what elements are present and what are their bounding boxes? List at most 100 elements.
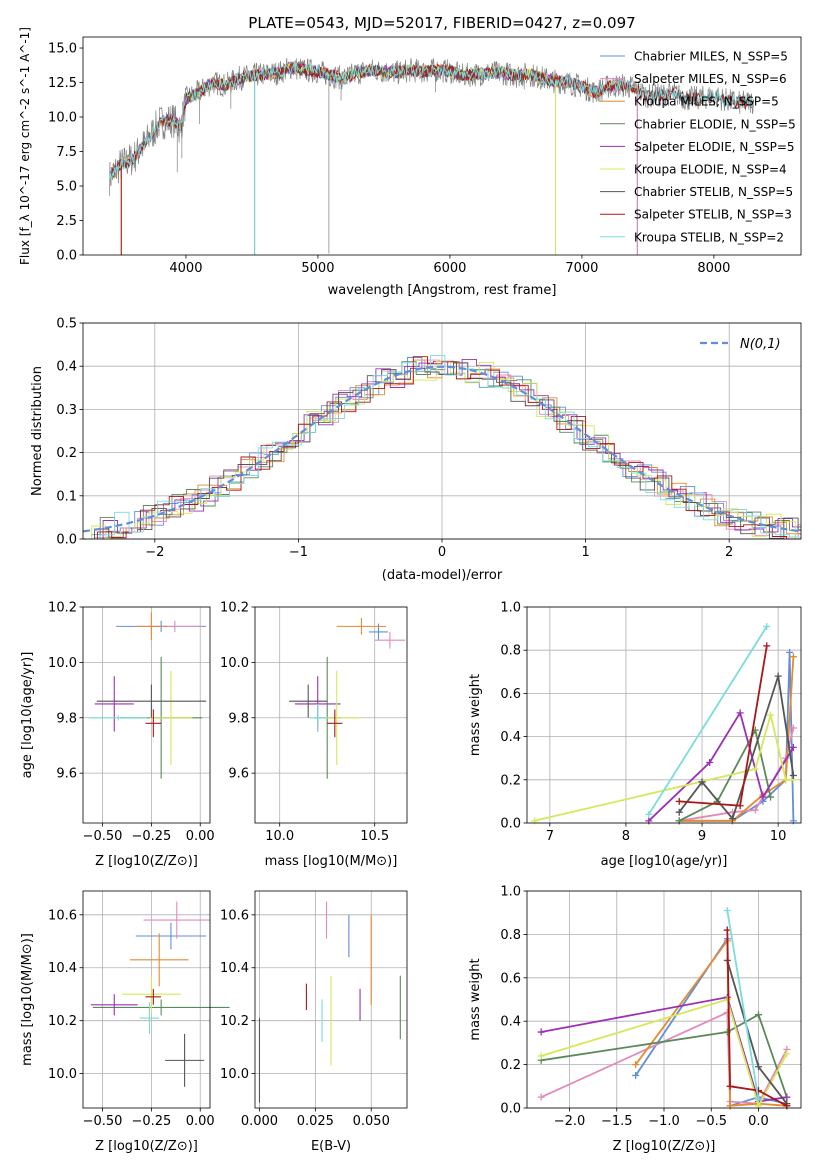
weight-marker xyxy=(754,1063,762,1071)
x-axis-label: Z [log10(Z/Z⊙)] xyxy=(95,1139,198,1154)
x-tick-label: 0.025 xyxy=(297,1114,334,1129)
x-tick-label: −0.50 xyxy=(83,1114,123,1129)
y-tick-label: 10.2 xyxy=(220,601,249,616)
legend-label: Kroupa STELIB, N_SSP=2 xyxy=(634,230,784,244)
y-tick-label: 0.4 xyxy=(500,1015,521,1030)
weight-marker xyxy=(675,808,683,816)
y-tick-label: 10.6 xyxy=(48,908,77,923)
age_vs_mass-plot-area xyxy=(255,607,407,823)
weight-marker xyxy=(729,815,736,823)
y-tick-label: 10.0 xyxy=(48,1067,77,1082)
weight-marker xyxy=(751,806,759,814)
weight_vs_Z-panel: −2.0 −1.5 −1.0 −0.5 0.0 0.0 0.2 0.4 0.6 0.8 1.0 xyxy=(500,885,802,1129)
mass_vs_Z-plot-area xyxy=(83,891,210,1108)
age_vs_mass-panel: 10.0 10.5 9.6 9.8 10.0 10.2 xyxy=(220,601,408,844)
weight-marker xyxy=(632,1071,640,1079)
y-tick-label: 10.2 xyxy=(48,601,77,616)
age_vs_mass-axes: 10.0 10.5 9.6 9.8 10.0 10.2 xyxy=(220,601,408,844)
y-tick-label: 0.0 xyxy=(56,249,77,264)
y-axis-label: Normed distribution xyxy=(30,366,45,496)
weight-line xyxy=(726,910,760,1100)
legend-label: Chabrier ELODIE, N_SSP=5 xyxy=(634,117,796,131)
x-tick-label: 10 xyxy=(770,829,787,844)
age_vs_Z-data xyxy=(88,612,207,779)
x-tick-label: −0.25 xyxy=(131,829,171,844)
weight-marker xyxy=(723,907,731,915)
mass_vs_Z-panel: −0.50 −0.25 0.00 10.0 10.2 10.4 10.6 xyxy=(48,890,230,1129)
weight-line xyxy=(726,930,788,1107)
normal-reference-curve xyxy=(82,365,802,533)
x-tick-label: −1.0 xyxy=(648,1114,680,1129)
y-tick-label: 0.0 xyxy=(500,1102,521,1117)
histogram-legend: N(0,1) xyxy=(700,337,781,352)
y-tick-label: 5.0 xyxy=(56,180,77,195)
y-tick-label: 0.0 xyxy=(56,533,77,548)
x-axis-label: (data-model)/error xyxy=(382,568,503,583)
y-tick-label: 0.6 xyxy=(500,687,521,702)
age_vs_mass-frame xyxy=(254,606,408,824)
mass_vs_Z-frame xyxy=(82,890,211,1109)
y-tick-label: 15.0 xyxy=(48,42,77,57)
weight-marker xyxy=(706,759,714,767)
x-tick-label: 7 xyxy=(546,829,554,844)
weight-marker xyxy=(782,776,790,784)
weight_vs_age-panel: 7 8 9 10 0.0 0.2 0.4 0.6 0.8 1.0 xyxy=(500,601,802,844)
y-tick-label: 0.5 xyxy=(56,317,77,332)
y-tick-label: 0.3 xyxy=(56,403,77,418)
x-tick-label: −1 xyxy=(289,545,308,560)
y-tick-label: 0.8 xyxy=(500,928,521,943)
x-axis-label: E(B-V) xyxy=(311,1139,351,1154)
y-axis-label: mass weight xyxy=(468,958,483,1040)
y-axis-label: age [log10(age/yr)] xyxy=(20,652,35,779)
x-tick-label: −2 xyxy=(145,545,164,560)
x-tick-label: 2 xyxy=(725,545,733,560)
y-tick-label: 10.2 xyxy=(48,1014,77,1029)
weight_vs_age-frame xyxy=(526,606,802,824)
legend-label: N(0,1) xyxy=(740,337,781,352)
legend-label: Salpeter STELIB, N_SSP=3 xyxy=(634,208,792,222)
x-tick-label: 0.00 xyxy=(186,1114,215,1129)
weight-marker xyxy=(789,653,797,661)
y-tick-label: 10.4 xyxy=(220,961,249,976)
spectrum-data xyxy=(108,57,754,255)
y-tick-label: 0.1 xyxy=(56,489,77,504)
weight-marker xyxy=(763,622,771,630)
y-tick-label: 12.5 xyxy=(48,76,77,91)
weight-marker xyxy=(767,711,775,719)
y-tick-label: 10.0 xyxy=(220,656,249,671)
y-tick-label: 9.8 xyxy=(228,711,249,726)
x-tick-label: 5000 xyxy=(301,261,334,276)
weight_vs_age-axes: 7 8 9 10 0.0 0.2 0.4 0.6 0.8 1.0 xyxy=(500,601,802,844)
y-tick-label: 0.4 xyxy=(500,730,521,745)
weight-marker xyxy=(537,1093,545,1101)
weight-marker xyxy=(783,1093,791,1101)
y-tick-label: 0.4 xyxy=(56,360,77,375)
x-axis-label: age [log10(age/yr)] xyxy=(601,854,728,869)
spectrum-plot-area xyxy=(83,37,801,255)
weight-marker xyxy=(789,771,797,779)
weight-marker xyxy=(736,802,744,810)
x-tick-label: −0.5 xyxy=(695,1114,727,1129)
weight-line xyxy=(678,727,772,822)
y-axis-label: Flux [f_λ 10^-17 erg cm^-2 s^-1 A^-1] xyxy=(18,27,32,265)
x-tick-label: 0.050 xyxy=(353,1114,390,1129)
weight_vs_Z-frame xyxy=(526,890,802,1109)
y-tick-label: 9.6 xyxy=(56,767,77,782)
weight-marker xyxy=(726,1082,734,1090)
spectrum-panel: 4000 5000 6000 7000 8000 0.0 2.5 5.0 7.5 10.0 12.5… xyxy=(48,36,802,276)
x-tick-label: 8 xyxy=(622,829,630,844)
legend-label: Salpeter MILES, N_SSP=6 xyxy=(634,72,787,86)
age_vs_Z-panel: −0.50 −0.25 0.00 9.6 9.8 10.0 10.2 xyxy=(48,601,215,845)
weight-marker xyxy=(789,743,797,751)
weight-marker xyxy=(774,672,782,680)
x-tick-label: 4000 xyxy=(169,261,202,276)
y-tick-label: 0.2 xyxy=(56,446,77,461)
histogram-step xyxy=(88,358,801,540)
spectrum-legend: Chabrier MILES, N_SSP=5 Salpeter MILES, N… xyxy=(600,50,796,244)
y-axis-label: mass [log10(M/M⊙)] xyxy=(20,933,35,1066)
age_vs_Z-plot-area xyxy=(83,607,210,823)
legend-label: Kroupa ELODIE, N_SSP=4 xyxy=(634,163,787,177)
y-axis-label: mass weight xyxy=(468,674,483,756)
age_vs_Z-frame xyxy=(82,606,211,824)
